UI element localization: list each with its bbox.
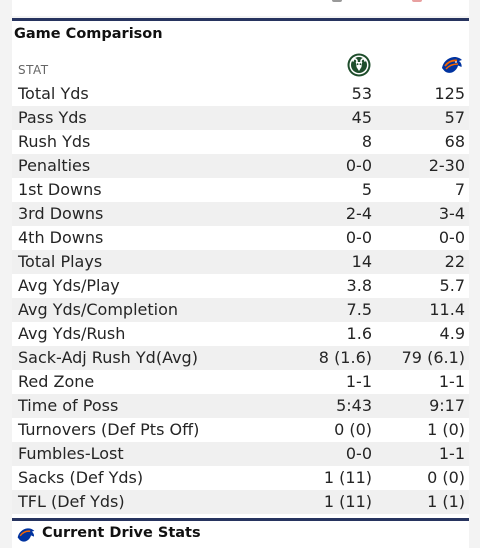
stat-label: Red Zone <box>18 372 95 391</box>
team-b-value: 1-1 <box>438 444 465 463</box>
team-a-value: 0-0 <box>345 444 372 463</box>
team-a-value: 0-0 <box>345 228 372 247</box>
team-b-value: 7 <box>454 180 465 199</box>
team-a-value: 8 (1.6) <box>318 348 372 367</box>
stat-label: Avg Yds/Play <box>18 276 120 295</box>
team-a-value: 1.6 <box>346 324 372 343</box>
stat-column-header: STAT <box>18 63 49 77</box>
team-b-value: 125 <box>434 84 465 103</box>
team-b-value: 4.9 <box>439 324 465 343</box>
stats-table: Total Yds 53 125 Pass Yds 45 57 Rush Yds 8 68 Pen… <box>12 82 469 514</box>
team-a-value: 0-0 <box>345 156 372 175</box>
team-a-value: 8 <box>361 132 372 151</box>
table-row: Avg Yds/Rush 1.6 4.9 <box>12 322 469 346</box>
stat-label: TFL (Def Yds) <box>18 492 125 511</box>
stat-label: Turnovers (Def Pts Off) <box>18 420 200 439</box>
table-row: Red Zone 1-1 1-1 <box>12 370 469 394</box>
table-row: Avg Yds/Play 3.8 5.7 <box>12 274 469 298</box>
card-title: Game Comparison <box>14 26 163 42</box>
team-a-value: 1-1 <box>345 372 372 391</box>
table-row: 1st Downs 5 7 <box>12 178 469 202</box>
stat-label: Pass Yds <box>18 108 87 127</box>
team-a-value: 0 (0) <box>334 420 372 439</box>
table-row: Penalties 0-0 2-30 <box>12 154 469 178</box>
stat-label: 1st Downs <box>18 180 102 199</box>
table-row: Total Plays 14 22 <box>12 250 469 274</box>
team-a-value: 2-4 <box>345 204 372 223</box>
next-card-title: Current Drive Stats <box>42 525 201 541</box>
table-row: Pass Yds 45 57 <box>12 106 469 130</box>
team-b-value: 1-1 <box>438 372 465 391</box>
team-b-value: 5.7 <box>439 276 465 295</box>
team-a-value: 14 <box>351 252 372 271</box>
team-b-value: 57 <box>444 108 465 127</box>
table-row: Sack-Adj Rush Yd(Avg) 8 (1.6) 79 (6.1) <box>12 346 469 370</box>
table-row: Turnovers (Def Pts Off) 0 (0) 1 (0) <box>12 418 469 442</box>
table-row: Fumbles-Lost 0-0 1-1 <box>12 442 469 466</box>
team-b-value: 68 <box>444 132 465 151</box>
team-a-value: 1 (11) <box>323 492 372 511</box>
team-a-value: 45 <box>351 108 372 127</box>
table-row: 4th Downs 0-0 0-0 <box>12 226 469 250</box>
team-a-value: 3.8 <box>346 276 372 295</box>
team-b-value: 1 (0) <box>427 420 465 439</box>
team-b-value: 11.4 <box>429 300 465 319</box>
team-b-value: 9:17 <box>429 396 465 415</box>
team-b-value: 79 (6.1) <box>401 348 465 367</box>
stat-label: Total Plays <box>18 252 103 271</box>
team-a-value: 1 (11) <box>323 468 372 487</box>
table-row: 3rd Downs 2-4 3-4 <box>12 202 469 226</box>
bronco-logo-icon <box>442 56 462 73</box>
table-header: STAT <box>12 51 469 81</box>
table-row: Avg Yds/Completion 7.5 11.4 <box>12 298 469 322</box>
team-b-value: 1 (1) <box>427 492 465 511</box>
stat-label: Time of Poss <box>18 396 119 415</box>
team-a-value: 7.5 <box>346 300 372 319</box>
ram-logo-icon <box>347 53 371 77</box>
game-comparison-card: Game Comparison STAT Total Yds 53 125 Pass … <box>12 18 469 520</box>
previous-card-bottom <box>12 0 469 16</box>
stat-label: Sack-Adj Rush Yd(Avg) <box>18 348 198 367</box>
table-row: Sacks (Def Yds) 1 (11) 0 (0) <box>12 466 469 490</box>
team-b-value: 22 <box>444 252 465 271</box>
team-a-value: 53 <box>351 84 372 103</box>
stat-label: Penalties <box>18 156 91 175</box>
team-b-value: 3-4 <box>438 204 465 223</box>
partial-icon <box>412 0 422 2</box>
stat-label: Total Yds <box>18 84 89 103</box>
stat-label: Avg Yds/Rush <box>18 324 126 343</box>
table-row: Time of Poss 5:43 9:17 <box>12 394 469 418</box>
stat-label: 3rd Downs <box>18 204 104 223</box>
table-row: TFL (Def Yds) 1 (11) 1 (1) <box>12 490 469 514</box>
team-b-value: 0-0 <box>438 228 465 247</box>
team-b-value: 2-30 <box>428 156 465 175</box>
team-b-value: 0 (0) <box>427 468 465 487</box>
team-a-value: 5:43 <box>336 396 372 415</box>
table-row: Total Yds 53 125 <box>12 82 469 106</box>
bronco-logo-icon <box>17 528 35 542</box>
partial-icon <box>332 0 342 2</box>
stat-label: 4th Downs <box>18 228 104 247</box>
stat-label: Rush Yds <box>18 132 91 151</box>
stat-label: Sacks (Def Yds) <box>18 468 144 487</box>
stat-label: Avg Yds/Completion <box>18 300 179 319</box>
stat-label: Fumbles-Lost <box>18 444 124 463</box>
team-a-value: 5 <box>361 180 372 199</box>
current-drive-card: Current Drive Stats <box>12 518 469 548</box>
table-row: Rush Yds 8 68 <box>12 130 469 154</box>
